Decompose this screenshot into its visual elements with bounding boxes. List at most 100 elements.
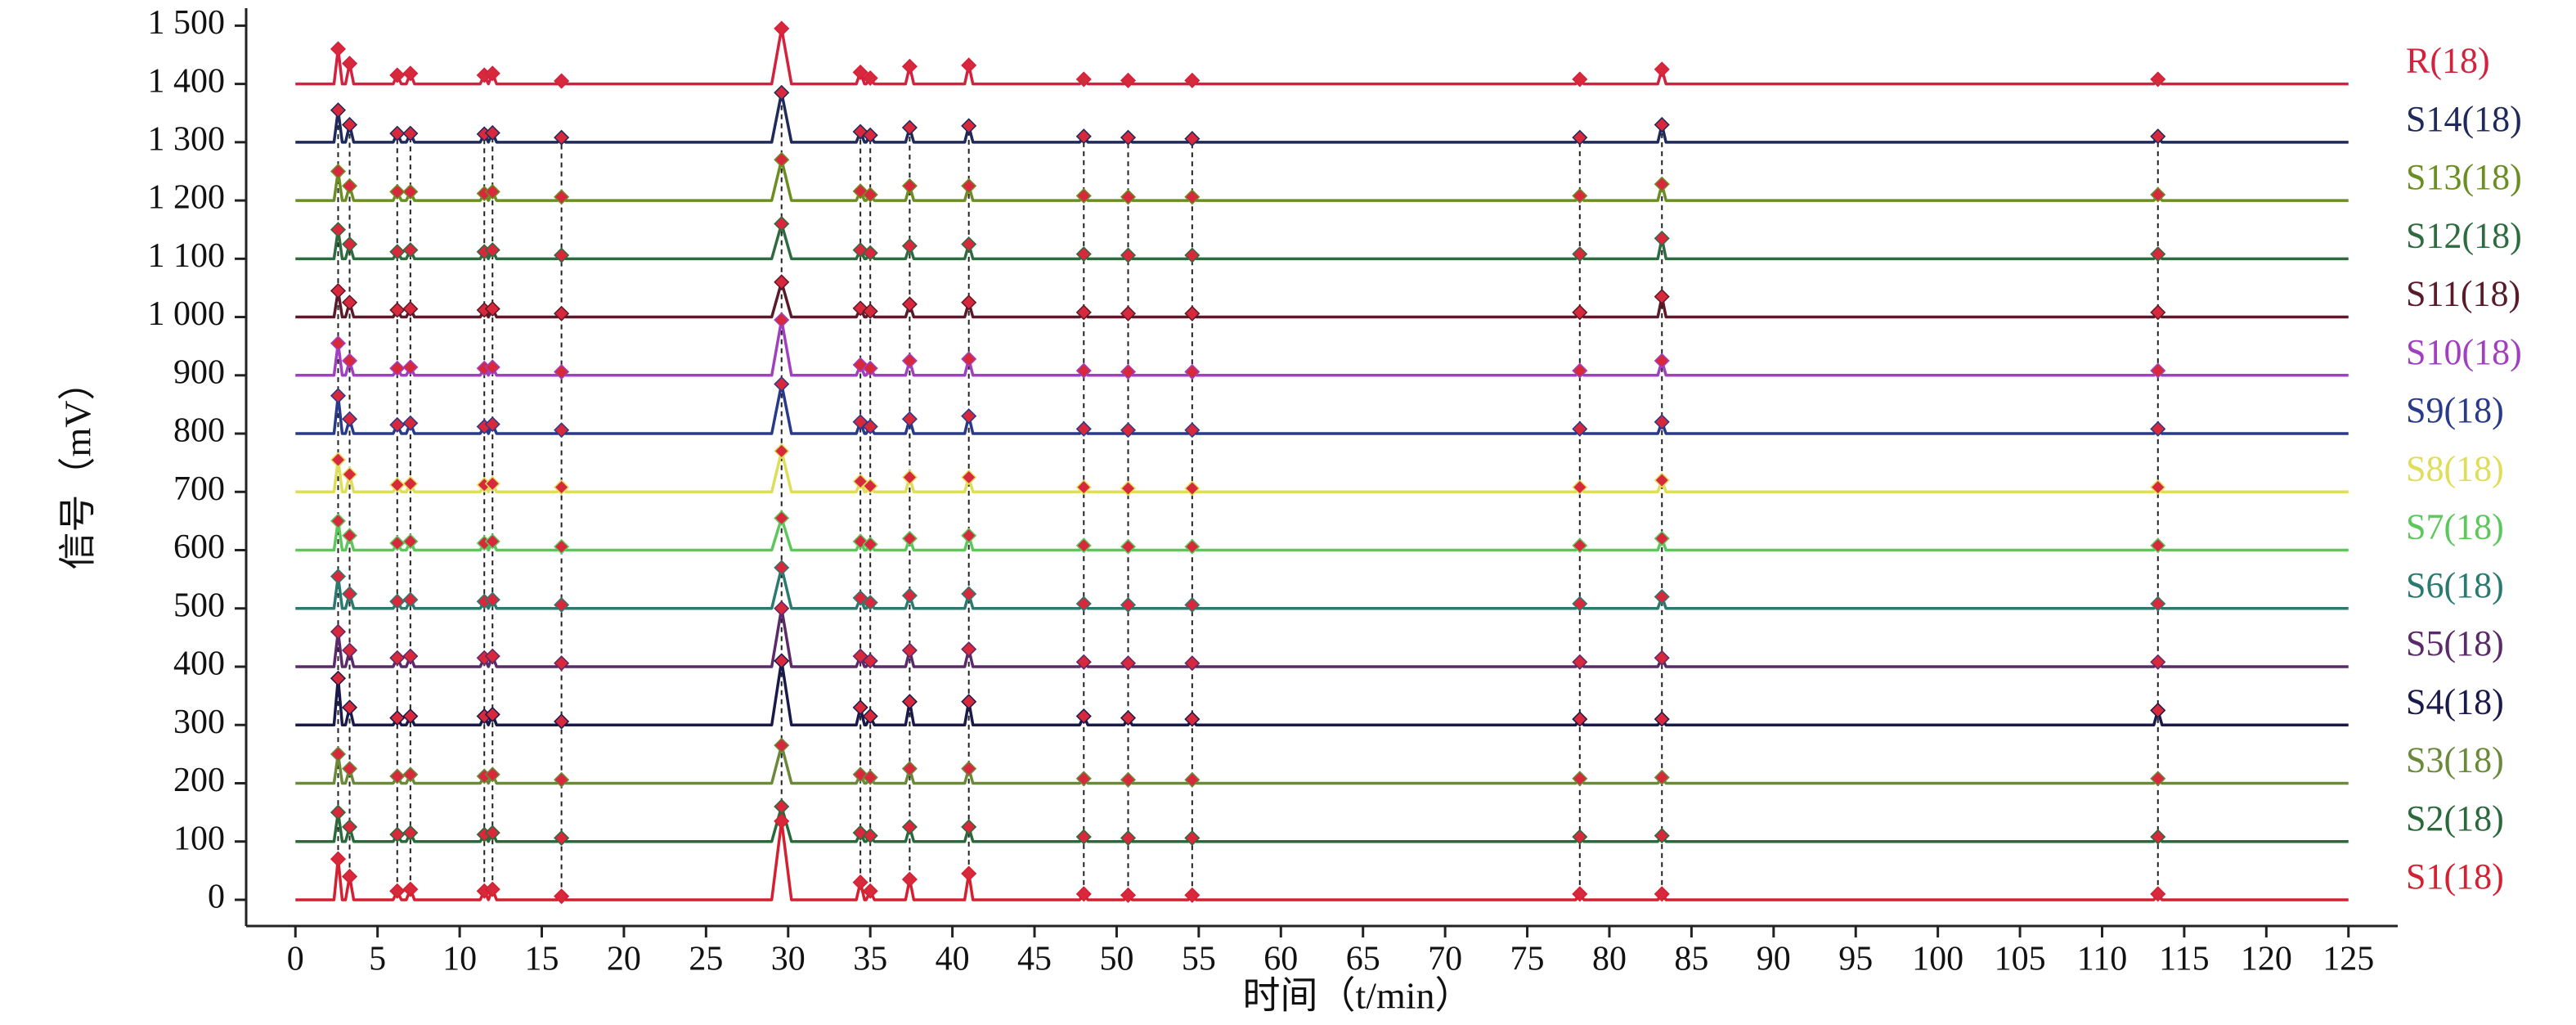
x-tick-label: 65 [1346, 941, 1380, 978]
peak-marker [330, 163, 347, 180]
trace-line [295, 158, 2349, 202]
peak-marker [901, 642, 918, 659]
peak-marker [554, 771, 570, 788]
peak-marker [2150, 128, 2166, 145]
peak-marker [1654, 650, 1670, 666]
peak-marker [852, 874, 868, 891]
peak-marker [402, 708, 419, 725]
peak-marker [1120, 596, 1137, 614]
peak-marker [1120, 72, 1137, 88]
peak-marker [341, 411, 358, 427]
peak-marker [2150, 702, 2166, 718]
peak-marker [1572, 537, 1588, 554]
peak-marker [1572, 129, 1588, 146]
x-tick-label: 85 [1674, 941, 1708, 978]
trace-line [295, 222, 2349, 261]
trace-line [295, 449, 2349, 494]
y-tick-label: 400 [173, 645, 225, 683]
peak-marker [341, 642, 358, 659]
x-tick-label: 60 [1263, 941, 1298, 978]
peak-marker [389, 768, 406, 784]
peak-marker [484, 648, 500, 664]
peak-marker [554, 247, 570, 263]
peak-marker [484, 767, 500, 783]
peak-marker [774, 375, 790, 393]
x-tick-label: 40 [936, 941, 970, 978]
peak-marker [484, 533, 500, 550]
peak-marker [1654, 769, 1670, 785]
x-tick-label: 125 [2322, 941, 2374, 978]
peak-marker [1075, 829, 1092, 845]
peak-marker [1075, 886, 1092, 902]
peak-marker [862, 478, 878, 494]
peak-marker [1572, 479, 1588, 496]
peak-marker [774, 312, 790, 328]
x-tick-label: 105 [1995, 941, 2046, 978]
y-tick-label: 1 100 [148, 237, 226, 275]
x-tick-label: 90 [1757, 941, 1791, 978]
peak-marker [554, 888, 570, 905]
peak-marker [774, 216, 790, 232]
peak-marker [1572, 886, 1588, 902]
legend-label: S8(18) [2406, 448, 2504, 488]
peak-marker [402, 881, 419, 897]
trace-line [295, 820, 2349, 901]
peak-marker [1120, 887, 1137, 903]
peak-marker [862, 418, 878, 435]
peak-marker [901, 819, 918, 835]
peak-marker [774, 813, 790, 829]
peak-marker [2150, 537, 2166, 554]
x-tick-label: 50 [1099, 941, 1133, 978]
x-tick-label: 25 [689, 941, 723, 978]
peak-marker [774, 274, 790, 290]
peak-marker [402, 125, 419, 142]
x-tick-label: 20 [607, 941, 641, 978]
peak-marker [484, 881, 500, 897]
trace-line [295, 566, 2349, 610]
legend-label: S3(18) [2406, 740, 2504, 780]
peak-marker [1572, 246, 1588, 263]
trace-line [295, 744, 2349, 785]
trace-line [295, 91, 2349, 144]
peak-marker [2150, 362, 2166, 379]
peak-marker [484, 359, 500, 375]
x-tick-label: 100 [1912, 941, 1963, 978]
peak-marker [1184, 887, 1200, 903]
peak-marker [901, 58, 918, 74]
peak-marker [554, 129, 570, 146]
peak-marker [1572, 304, 1588, 321]
peak-marker [402, 591, 419, 608]
legend-label: R(18) [2406, 41, 2490, 81]
peak-marker [2150, 479, 2166, 496]
peak-marker [961, 586, 977, 602]
peak-marker [341, 466, 358, 483]
peak-marker [389, 477, 406, 493]
peak-marker [554, 538, 570, 555]
peak-marker [862, 653, 878, 669]
peak-marker [774, 798, 790, 815]
legend-label: S5(18) [2406, 623, 2504, 663]
peak-marker [961, 469, 977, 486]
peak-marker [1075, 187, 1092, 204]
peak-marker [330, 388, 347, 404]
peak-marker [901, 238, 918, 254]
peak-marker [961, 641, 977, 658]
peak-marker [1120, 363, 1137, 380]
peak-marker [1120, 829, 1137, 846]
peak-marker [330, 569, 347, 585]
peak-marker [2150, 246, 2166, 263]
peak-marker [1654, 828, 1670, 844]
peak-marker [862, 187, 878, 203]
peak-marker [862, 360, 878, 376]
peak-marker [2150, 420, 2166, 437]
peak-marker [1120, 189, 1137, 205]
peak-marker [774, 84, 790, 101]
peak-marker [484, 475, 500, 492]
x-tick-label: 70 [1428, 941, 1462, 978]
y-axis-label: 信号（mV） [57, 363, 99, 570]
peak-marker [1184, 72, 1200, 88]
peak-marker [1572, 654, 1588, 670]
peak-marker [2150, 886, 2166, 902]
peak-marker [852, 64, 868, 80]
x-tick-label: 80 [1592, 941, 1627, 978]
